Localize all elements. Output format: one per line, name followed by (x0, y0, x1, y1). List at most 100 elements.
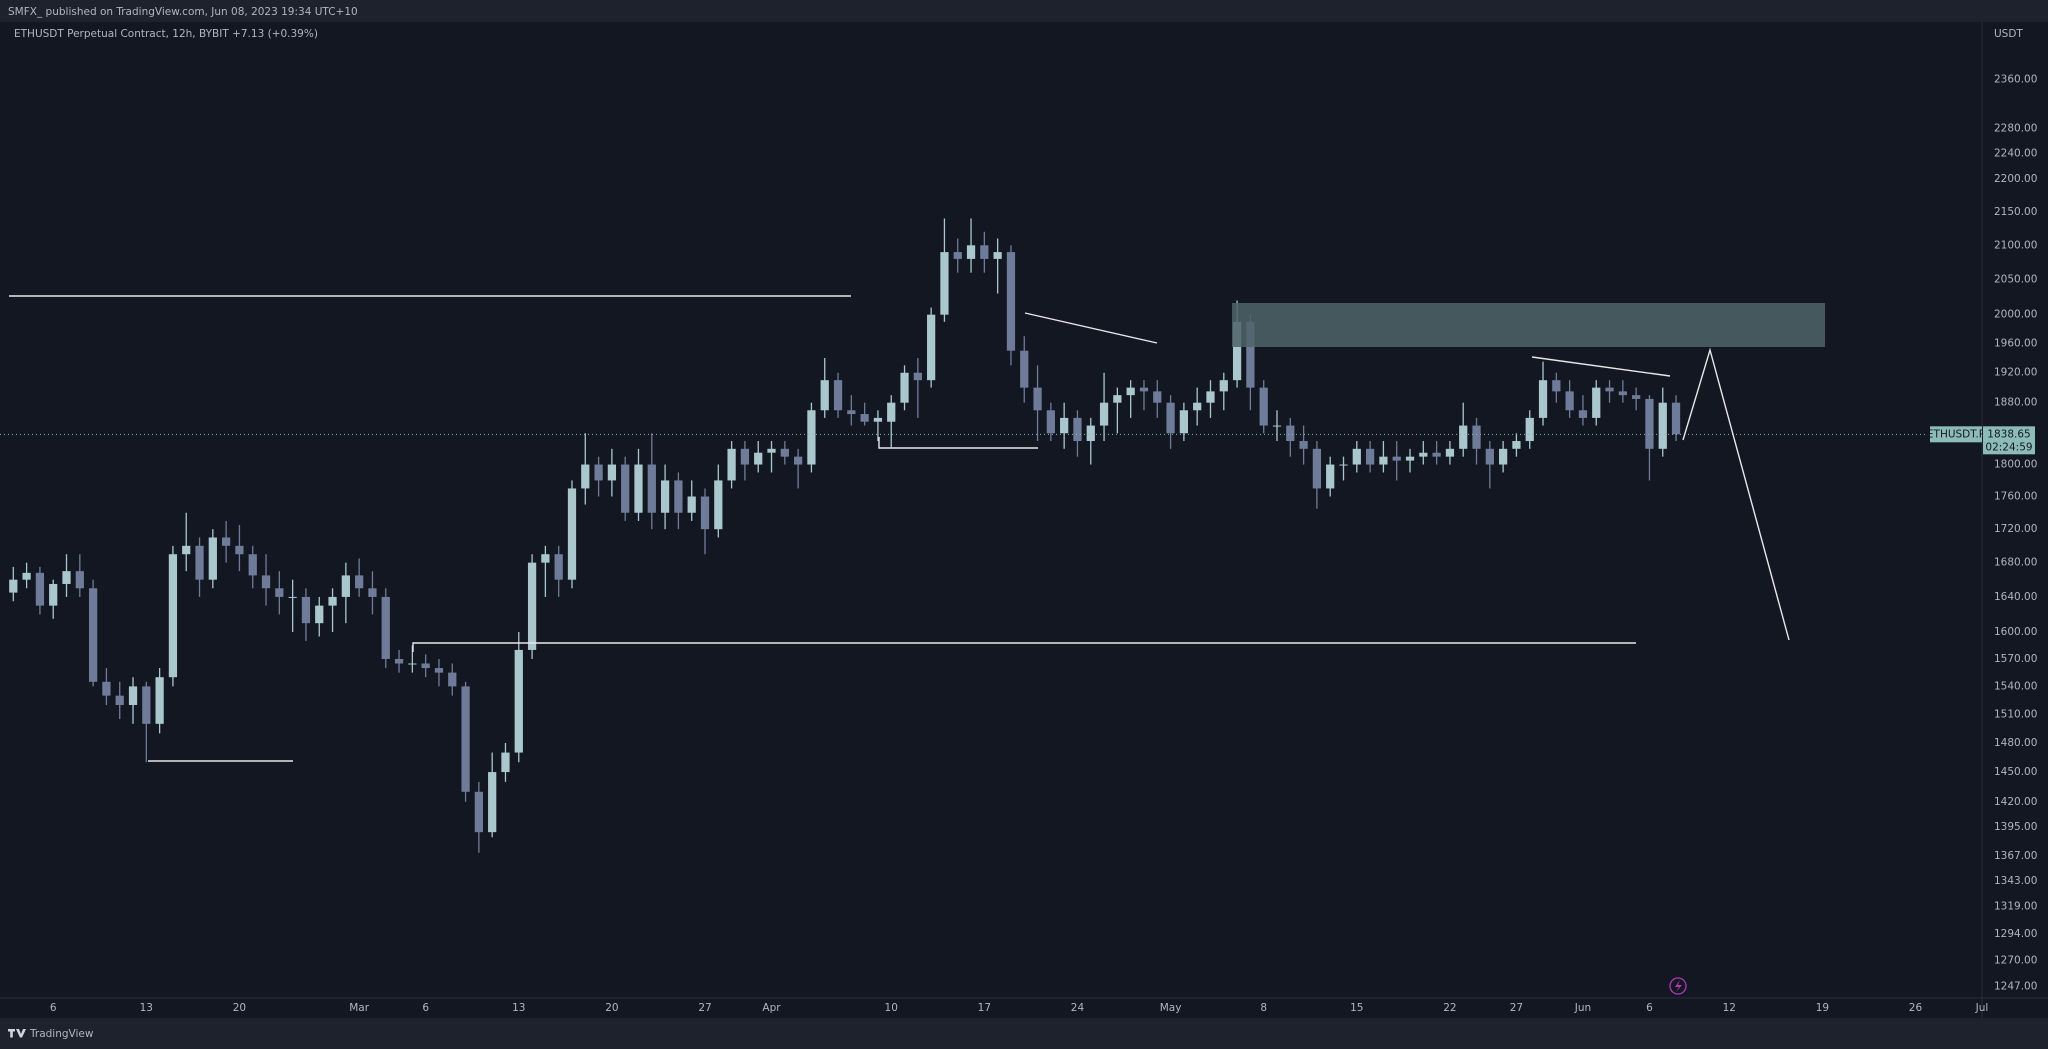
chart-background (0, 22, 2048, 1018)
candle-body (740, 448, 750, 465)
candle-body (660, 480, 670, 513)
candle-body (1632, 395, 1641, 399)
y-tick-label: 1420.00 (1994, 796, 2037, 808)
alert-circle[interactable] (1669, 977, 1687, 995)
y-tick-label: 2200.00 (1994, 173, 2037, 185)
candle-body (275, 588, 284, 597)
candle-body (1499, 448, 1508, 465)
candle-body (1379, 456, 1388, 465)
candle-body (102, 681, 111, 696)
candle-body (328, 596, 337, 606)
y-tick-label: 1960.00 (1994, 337, 2037, 349)
candle-body (687, 496, 696, 513)
x-tick-label: 20 (233, 1002, 246, 1014)
candle-body (1618, 391, 1627, 396)
candle-body (49, 583, 58, 606)
candle-body (1392, 456, 1401, 461)
x-tick-label: 27 (698, 1002, 711, 1014)
candle-body (448, 672, 457, 687)
candle-body (1299, 441, 1308, 449)
candle-body (288, 596, 297, 598)
alert-icon[interactable] (1669, 977, 1687, 995)
candle-body (873, 417, 883, 422)
candle-body (1006, 252, 1016, 351)
y-tick-label: 1880.00 (1994, 397, 2037, 409)
candle-body (1286, 425, 1295, 442)
x-tick-label: May (1160, 1002, 1182, 1014)
candle-body (847, 410, 856, 415)
alert-bolt[interactable] (1675, 980, 1682, 992)
candle-body (195, 545, 204, 580)
x-tick-label: 8 (1260, 1002, 1267, 1014)
candle-body (727, 448, 736, 481)
y-tick-label: 2360.00 (1994, 73, 2037, 85)
candle-body (474, 791, 483, 833)
y-tick-label: 1920.00 (1994, 367, 2037, 379)
x-tick-label: 6 (50, 1002, 57, 1014)
candle-body (993, 252, 1002, 259)
x-tick-label: 22 (1443, 1002, 1456, 1014)
candle-body (1578, 410, 1588, 418)
y-tick-label: 1395.00 (1994, 821, 2037, 833)
y-tick-label: 1343.00 (1994, 875, 2037, 887)
candle-body (607, 464, 617, 481)
candle-body (1552, 380, 1561, 392)
projection-path (1682, 347, 1790, 641)
candle-body (421, 663, 430, 669)
candle-body (940, 252, 949, 315)
candle-body (674, 480, 683, 513)
candle-body (88, 588, 98, 682)
y-tick-label: 2240.00 (1994, 148, 2037, 160)
candle-body (1259, 387, 1268, 426)
candle-body (381, 596, 390, 659)
candle-body (980, 245, 989, 259)
candle-body (554, 554, 563, 580)
plot (0, 218, 1982, 853)
candle-body (1179, 410, 1189, 434)
y-tick-label: 1600.00 (1994, 626, 2037, 638)
candle-body (62, 571, 71, 584)
y-tick-label: 1570.00 (1994, 653, 2037, 665)
candle-body (1339, 464, 1348, 466)
drawn-level (412, 642, 1636, 652)
candle-body (35, 572, 45, 606)
candle-body (1272, 425, 1282, 427)
candle-body (527, 562, 537, 650)
candle-body (754, 452, 763, 465)
candle-body (1153, 391, 1162, 403)
candle-body (408, 663, 417, 665)
candle-body (248, 554, 257, 576)
candle-body (368, 588, 377, 597)
candle-body (115, 695, 124, 705)
candle-body (75, 571, 84, 589)
y-tick-label: 1247.00 (1994, 981, 2037, 993)
y-tick-label: 1450.00 (1994, 766, 2037, 778)
candle-body (1365, 448, 1375, 465)
candle-body (594, 464, 603, 481)
candle-body (581, 464, 590, 489)
header-text: SMFX_ published on TradingView.com, Jun … (8, 6, 358, 18)
x-tick-label: 13 (512, 1002, 525, 1014)
candle-body (820, 380, 829, 411)
y-tick-label: 1680.00 (1994, 557, 2037, 569)
candle-body (1459, 425, 1468, 449)
candle-body (235, 545, 244, 555)
y-tick-label: 2100.00 (1994, 239, 2037, 251)
candle-body (1206, 391, 1215, 403)
candle-body (1472, 425, 1481, 449)
candle-body (767, 448, 776, 453)
x-tick-label: 10 (885, 1002, 898, 1014)
candle-body (1605, 387, 1614, 392)
y-tick-label: 2050.00 (1994, 274, 2037, 286)
candle-body (514, 649, 523, 753)
candle-body (1352, 448, 1361, 465)
countdown-label: 02:24:59 (1985, 441, 2032, 453)
footer-logo: TradingView (8, 1028, 94, 1040)
x-tick-label: 6 (1646, 1002, 1653, 1014)
trend-line (1531, 356, 1671, 377)
candle-body (1126, 387, 1135, 396)
candle-body (1592, 387, 1601, 418)
candle-body (780, 448, 789, 457)
y-tick-label: 1367.00 (1994, 850, 2037, 862)
candle-body (261, 575, 271, 589)
